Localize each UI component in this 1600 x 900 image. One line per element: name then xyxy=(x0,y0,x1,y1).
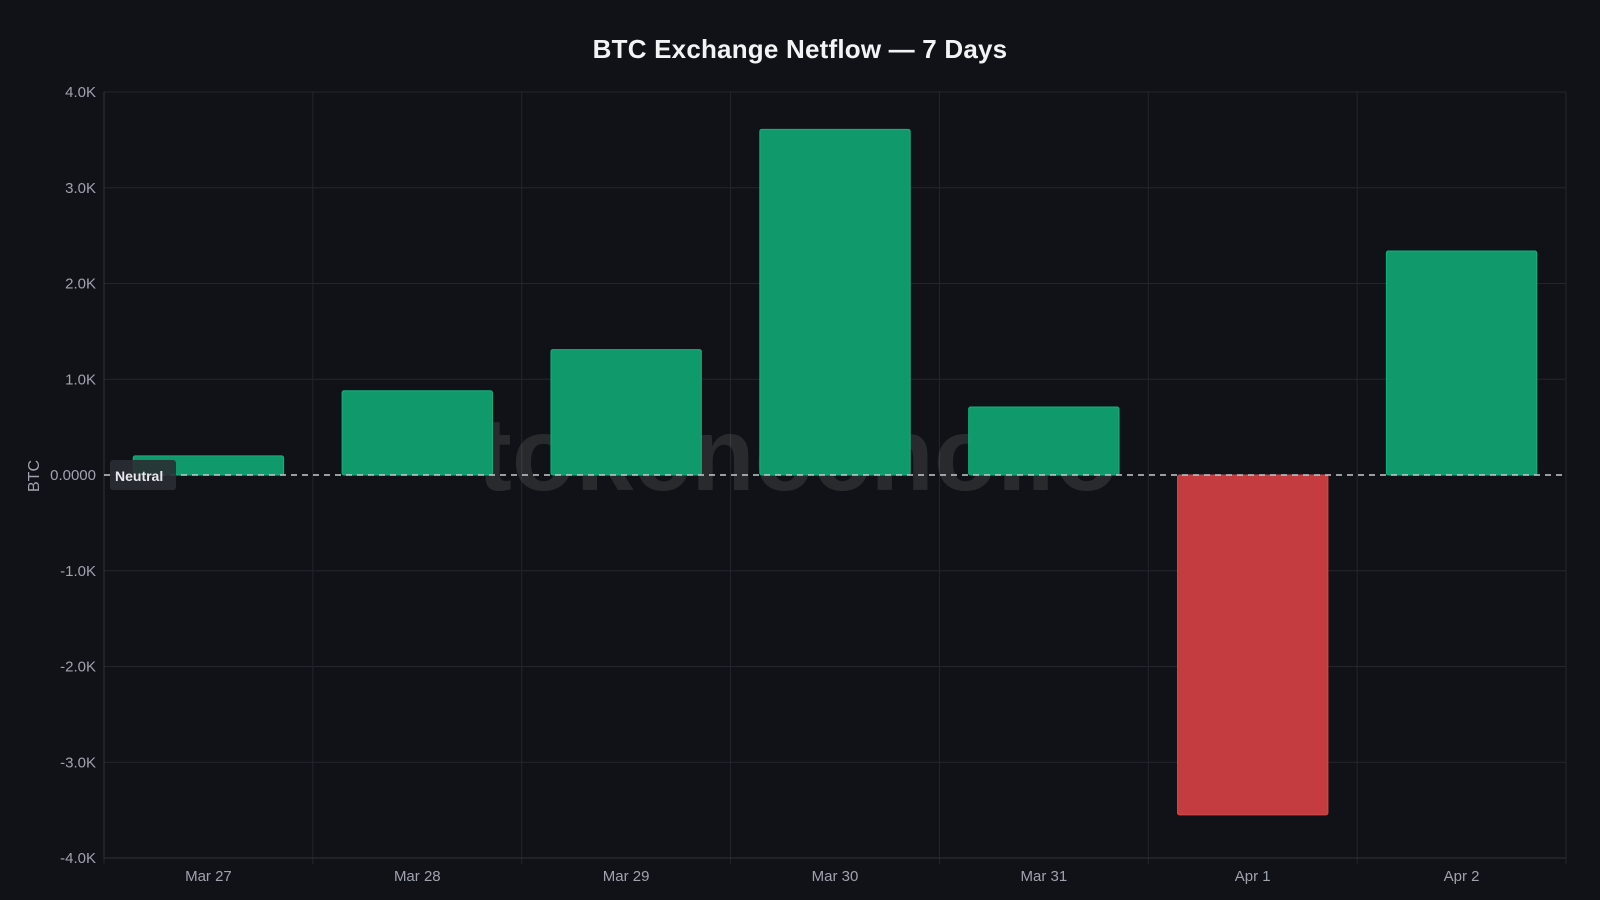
y-tick-label: -3.0K xyxy=(60,754,96,771)
reference-layer: Neutral xyxy=(104,460,1566,490)
y-axis-label: BTC xyxy=(26,460,43,492)
bar-mar-28[interactable] xyxy=(341,390,493,476)
x-tick-label: Apr 1 xyxy=(1235,868,1271,885)
bar-mar-30[interactable] xyxy=(759,128,911,476)
bars-layer xyxy=(132,128,1538,816)
bar-apr-2[interactable] xyxy=(1385,250,1538,476)
x-tick-label: Mar 29 xyxy=(603,868,650,885)
x-tick-label: Mar 27 xyxy=(185,868,232,885)
y-tick-label: -2.0K xyxy=(60,659,96,676)
y-tick-label: 0.0000 xyxy=(50,467,96,484)
x-tick-label: Mar 28 xyxy=(394,868,441,885)
y-tick-label: -1.0K xyxy=(60,563,96,580)
y-tick-label: 3.0K xyxy=(65,180,96,197)
x-tick-label: Mar 30 xyxy=(812,868,859,885)
y-tick-label: 1.0K xyxy=(65,371,96,388)
y-tick-label: 4.0K xyxy=(65,84,96,101)
neutral-label-background xyxy=(110,460,176,490)
bar-apr-1[interactable] xyxy=(1177,474,1329,816)
x-tick-label: Apr 2 xyxy=(1444,868,1480,885)
chart-title: BTC Exchange Netflow — 7 Days xyxy=(592,34,1008,64)
y-tick-label: -4.0K xyxy=(60,850,96,867)
y-tick-label: 2.0K xyxy=(65,276,96,293)
bar-mar-29[interactable] xyxy=(550,349,702,476)
axis-layer: BTC 4.0K 3.0K 2.0K 1.0K 0.0000 -1.0K -2.0K -3.0… xyxy=(26,84,1480,885)
neutral-label: Neutral xyxy=(115,468,163,484)
x-tick-label: Mar 31 xyxy=(1021,868,1068,885)
bar-mar-31[interactable] xyxy=(968,406,1120,476)
